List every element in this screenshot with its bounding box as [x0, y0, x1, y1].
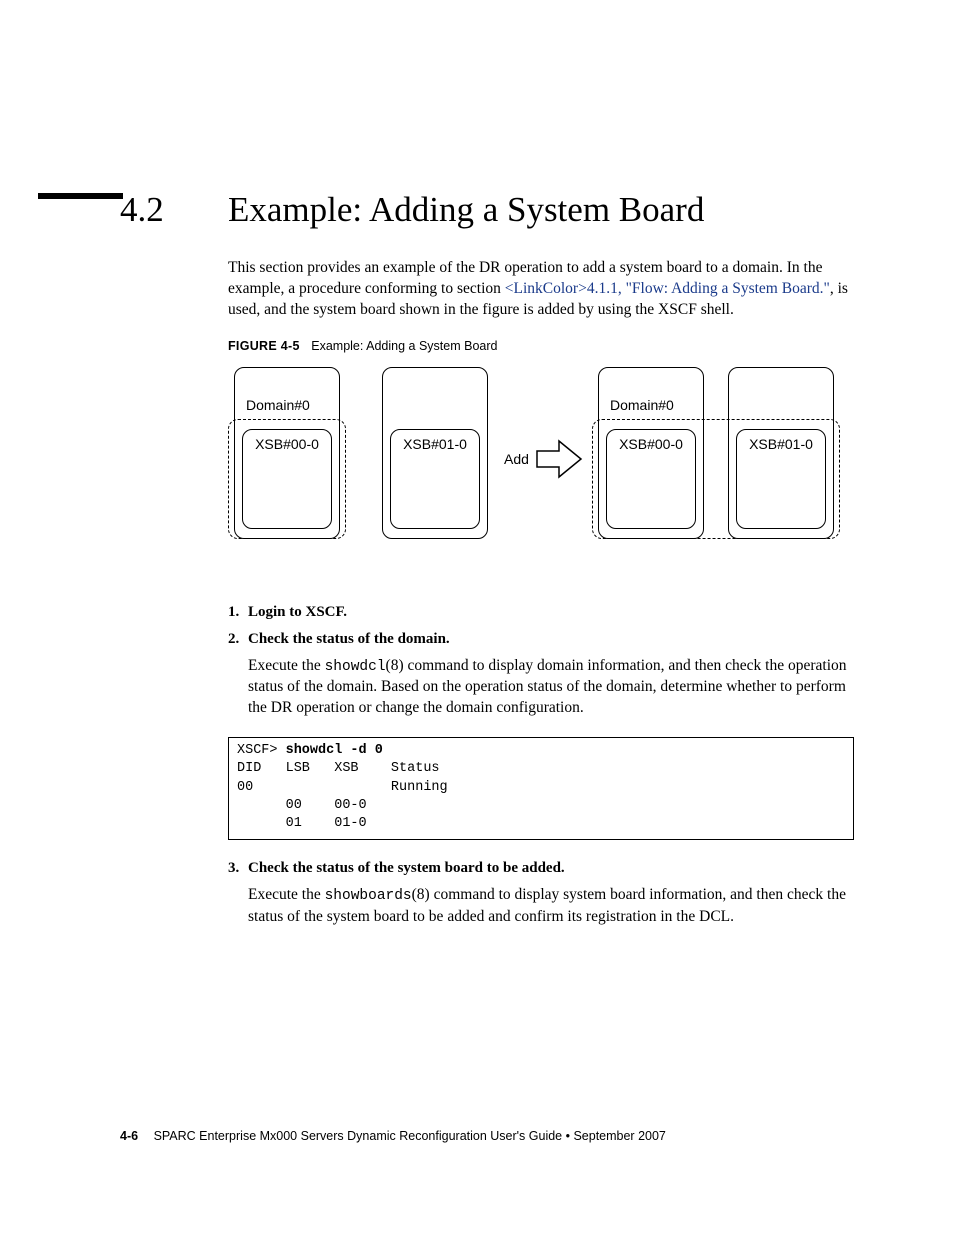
- step-1: 1. Login to XSCF.: [228, 604, 854, 621]
- add-arrow-group: Add: [504, 439, 583, 479]
- step-2: 2. Check the status of the domain.: [228, 631, 854, 648]
- left-inner-1: XSB#00-0: [242, 429, 332, 529]
- step-3-num: 3.: [228, 860, 248, 877]
- figure-caption: FIGURE 4-5 Example: Adding a System Boar…: [228, 339, 854, 353]
- page-number: 4-6: [120, 1129, 138, 1143]
- page: 4.2 Example: Adding a System Board This …: [0, 0, 954, 928]
- step-2-pre: Execute the: [248, 657, 325, 674]
- section-heading: 4.2 Example: Adding a System Board: [120, 190, 854, 230]
- step-2-body: Execute the showdcl(8) command to displa…: [248, 656, 854, 719]
- figure-diagram: Domain#0 XSB#00-0 XSB#01-0 Add Domain#0: [228, 367, 856, 562]
- step-2-title: Check the status of the domain.: [248, 631, 450, 648]
- steps-list: 1. Login to XSCF. 2. Check the status of…: [228, 604, 854, 928]
- footer-text: SPARC Enterprise Mx000 Servers Dynamic R…: [154, 1129, 666, 1143]
- intro-paragraph: This section provides an example of the …: [228, 258, 854, 321]
- step-1-num: 1.: [228, 604, 248, 621]
- terminal-prompt: XSCF>: [237, 743, 286, 758]
- section-title: Example: Adding a System Board: [228, 190, 704, 230]
- step-1-title: Login to XSCF.: [248, 604, 347, 621]
- step-3-pre: Execute the: [248, 886, 325, 903]
- right-inner-2: XSB#01-0: [736, 429, 826, 529]
- intro-link[interactable]: <LinkColor>4.1.1, "Flow: Adding a System…: [505, 280, 830, 297]
- step-3-cmd: showboards: [325, 888, 412, 904]
- right-inner-1-label: XSB#00-0: [607, 436, 695, 452]
- figure-label: FIGURE 4-5: [228, 339, 300, 353]
- terminal-output: XSCF> showdcl -d 0 DID LSB XSB Status 00…: [228, 737, 854, 840]
- page-footer: 4-6 SPARC Enterprise Mx000 Servers Dynam…: [120, 1129, 666, 1143]
- left-inner-1-label: XSB#00-0: [243, 436, 331, 452]
- content-column: This section provides an example of the …: [228, 258, 854, 928]
- left-inner-2: XSB#01-0: [390, 429, 480, 529]
- step-2-num: 2.: [228, 631, 248, 648]
- step-2-cmd: showdcl: [325, 659, 386, 675]
- left-inner-2-label: XSB#01-0: [391, 436, 479, 452]
- left-domain-label: Domain#0: [244, 397, 312, 413]
- terminal-rows: DID LSB XSB Status 00 Running 00 00-0 01…: [237, 761, 448, 831]
- right-inner-1: XSB#00-0: [606, 429, 696, 529]
- add-label: Add: [504, 451, 529, 467]
- step-3-body: Execute the showboards(8) command to dis…: [248, 885, 854, 927]
- step-3-title: Check the status of the system board to …: [248, 860, 565, 877]
- section-number: 4.2: [120, 190, 228, 230]
- step-3: 3. Check the status of the system board …: [228, 860, 854, 877]
- arrow-icon: [535, 439, 583, 479]
- terminal-command: showdcl -d 0: [286, 743, 383, 758]
- right-domain-label: Domain#0: [608, 397, 676, 413]
- figure-caption-text: Example: Adding a System Board: [311, 339, 497, 353]
- right-inner-2-label: XSB#01-0: [737, 436, 825, 452]
